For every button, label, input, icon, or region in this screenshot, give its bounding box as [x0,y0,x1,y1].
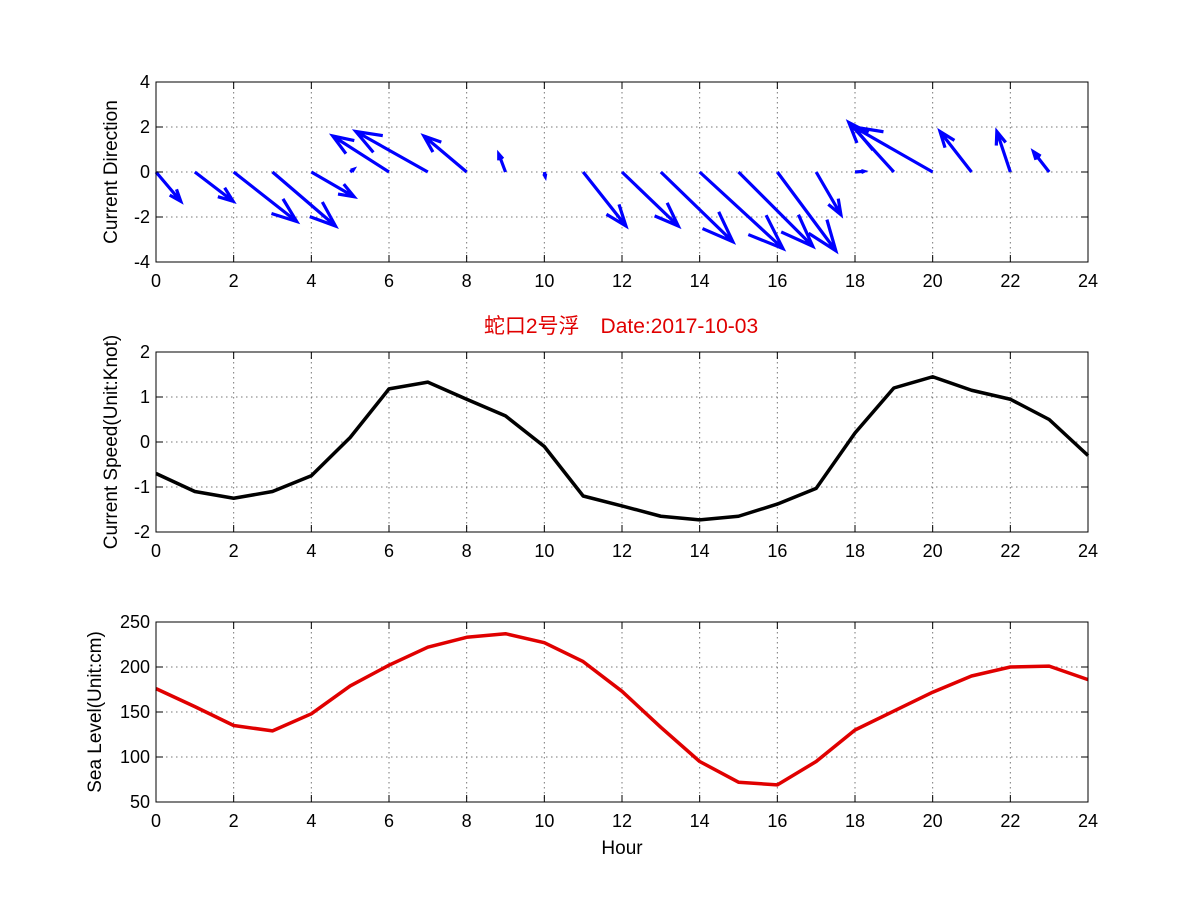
current-arrow [328,133,390,174]
arrow-group [154,119,1051,255]
x-tick-label: 24 [1078,811,1098,831]
current-arrow [351,129,429,174]
current-arrow [854,168,869,175]
x-tick-label: 16 [767,271,787,291]
x-tick-label: 8 [462,541,472,561]
x-tick-label: 18 [845,811,865,831]
x-tick-label: 12 [612,271,632,291]
current-arrow [994,127,1012,173]
x-tick-label: 2 [229,811,239,831]
current-arrow [620,170,682,230]
x-tick-label: 6 [384,271,394,291]
x-tick-label: 22 [1000,541,1020,561]
current-arrow [154,170,184,205]
y-tick-label: -2 [134,522,150,542]
current-arrow [1030,148,1051,173]
y-axis-label: Current Speed(Unit:Knot) [101,335,122,549]
y-axis-label: Current Direction [101,100,122,244]
y-tick-label: 50 [130,792,150,812]
x-tick-label: 18 [845,541,865,561]
y-tick-label: -2 [134,207,150,227]
x-tick-label: 20 [923,811,943,831]
x-axis-label: Hour [601,838,643,859]
x-tick-label: 0 [151,541,161,561]
current-arrow [814,171,844,219]
x-tick-label: 6 [384,541,394,561]
current-arrow [349,166,358,174]
x-tick-label: 4 [306,541,316,561]
x-tick-label: 10 [534,541,554,561]
x-tick-label: 18 [845,271,865,291]
x-tick-label: 8 [462,271,472,291]
current-arrow [193,170,237,205]
x-tick-label: 16 [767,811,787,831]
x-tick-label: 2 [229,541,239,561]
x-tick-label: 8 [462,811,472,831]
x-tick-label: 6 [384,811,394,831]
x-tick-label: 16 [767,541,787,561]
x-tick-label: 14 [690,811,710,831]
x-tick-label: 0 [151,811,161,831]
y-tick-label: 4 [140,72,150,92]
current-arrow [937,127,973,173]
x-tick-label: 10 [534,271,554,291]
x-tick-label: 20 [923,541,943,561]
y-tick-label: 100 [120,747,150,767]
x-tick-label: 22 [1000,271,1020,291]
current-arrow [581,171,629,230]
x-tick-label: 4 [306,811,316,831]
y-tick-label: -4 [134,252,150,272]
x-tick-label: 12 [612,541,632,561]
y-tick-label: 250 [120,612,150,632]
current-arrow [310,170,359,200]
current-arrow [542,171,548,181]
current-arrow [659,170,737,245]
x-tick-label: 2 [229,271,239,291]
x-tick-label: 24 [1078,541,1098,561]
current-arrow [420,133,468,174]
x-tick-label: 22 [1000,811,1020,831]
x-tick-label: 10 [534,811,554,831]
y-tick-label: 0 [140,432,150,452]
x-tick-label: 14 [690,271,710,291]
x-tick-label: 20 [923,271,943,291]
y-tick-label: -1 [134,477,150,497]
sea-level-line [155,631,1089,787]
chart-title: 蛇口2号浮 Date:2017-10-03 [484,315,758,338]
x-tick-label: 12 [612,811,632,831]
current-arrow [271,170,339,229]
y-tick-label: 2 [140,342,150,362]
y-tick-label: 0 [140,162,150,182]
x-tick-label: 4 [306,271,316,291]
y-tick-label: 1 [140,387,150,407]
x-tick-label: 24 [1078,271,1098,291]
current-arrow [232,170,301,225]
x-tick-label: 0 [151,271,161,291]
y-tick-label: 150 [120,702,150,722]
current-arrow [849,124,934,174]
x-tick-label: 14 [690,541,710,561]
current-arrow [737,170,816,250]
y-tick-label: 200 [120,657,150,677]
y-tick-label: 2 [140,117,150,137]
current-arrow [776,171,839,255]
speed-line [155,375,1090,522]
y-axis-label: Sea Level(Unit:cm) [85,631,106,793]
current-arrow [497,149,507,173]
current-arrow [698,170,787,252]
